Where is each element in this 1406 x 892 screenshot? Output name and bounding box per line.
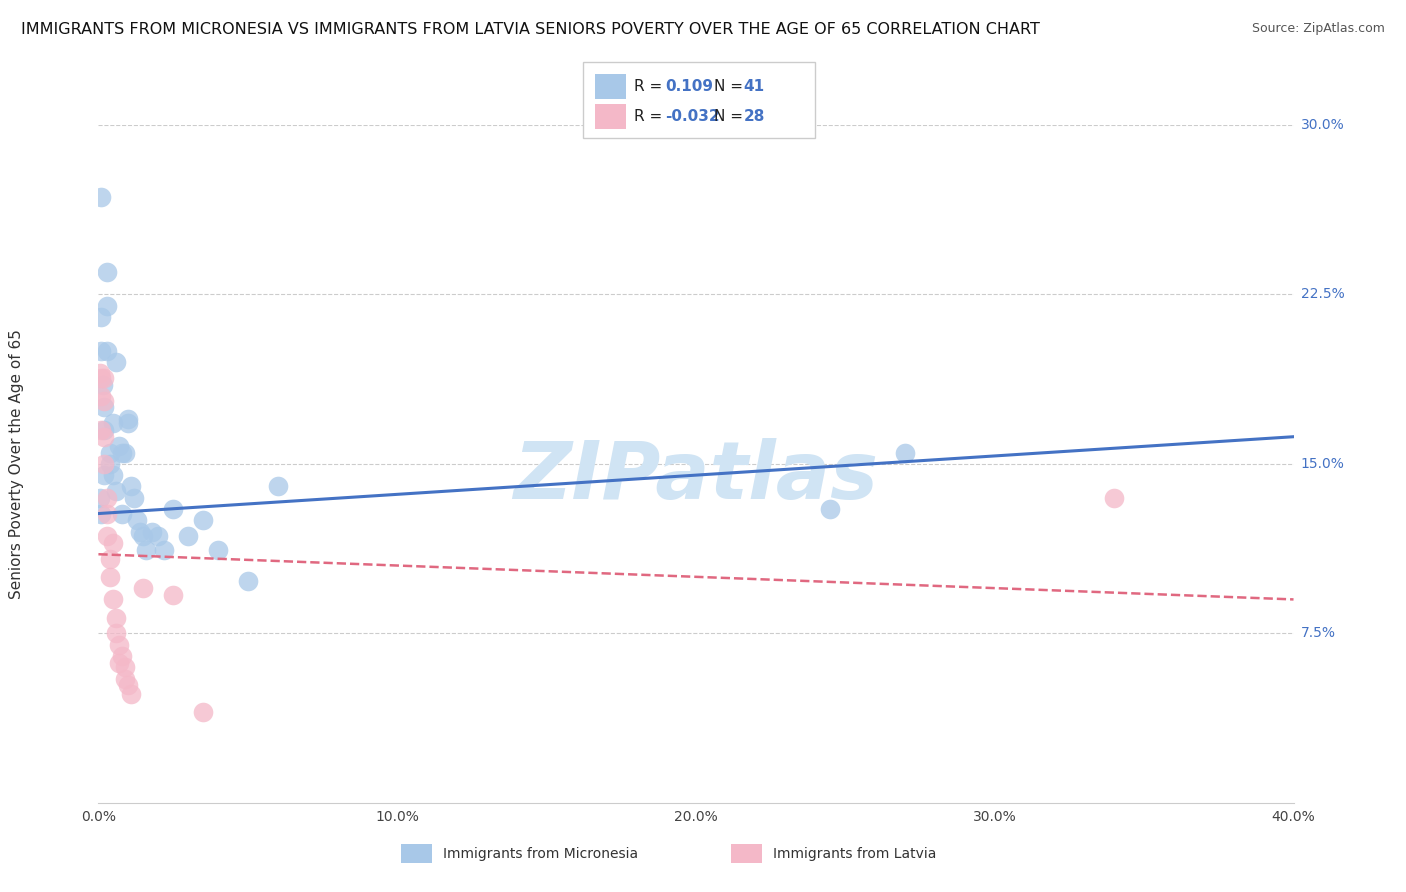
Point (129, 524, 152, 539)
Text: N =: N = (714, 110, 744, 124)
Point (117, 411, 139, 425)
Point (177, 529, 200, 543)
Point (111, 445, 134, 459)
Text: 15.0%: 15.0% (1301, 457, 1344, 471)
Point (103, 536, 125, 550)
Text: -0.032: -0.032 (665, 110, 720, 124)
Point (236, 574, 259, 589)
Point (1104, 491, 1126, 505)
Text: N =: N = (714, 79, 744, 94)
Point (207, 542, 229, 557)
Point (127, 513, 149, 527)
Point (96, 529, 118, 543)
Point (90, 190, 112, 204)
Point (132, 581, 155, 595)
Point (96, 343, 118, 358)
Point (141, 524, 163, 539)
Point (114, 672, 136, 686)
Point (89, 367, 111, 381)
Point (93, 423, 115, 437)
Point (91, 377, 114, 392)
Point (96, 507, 118, 521)
Point (114, 445, 136, 459)
Point (108, 656, 131, 670)
Text: 30.0%: 30.0% (1301, 118, 1344, 132)
Point (93, 430, 115, 444)
Point (267, 479, 290, 493)
Text: R =: R = (634, 79, 662, 94)
Point (103, 416, 125, 430)
Point (98, 445, 122, 459)
Point (93, 401, 115, 415)
Point (153, 542, 176, 557)
Text: ZIPatlas: ZIPatlas (513, 438, 879, 516)
Text: 41: 41 (744, 79, 765, 94)
Point (108, 638, 131, 652)
Point (90, 389, 112, 403)
Point (114, 660, 136, 674)
Point (96, 299, 118, 313)
Text: Immigrants from Micronesia: Immigrants from Micronesia (443, 847, 638, 861)
Point (98, 551, 122, 566)
Text: 7.5%: 7.5% (1301, 626, 1336, 640)
Point (96, 491, 118, 505)
Point (820, 502, 842, 516)
Point (894, 445, 917, 459)
Point (105, 610, 128, 624)
Point (162, 588, 184, 602)
Point (103, 468, 125, 483)
Point (105, 355, 128, 369)
Point (191, 706, 214, 720)
Point (96, 265, 118, 279)
Point (148, 529, 170, 543)
Text: Seniors Poverty Over the Age of 65: Seniors Poverty Over the Age of 65 (10, 329, 24, 599)
Point (124, 491, 146, 505)
Point (105, 483, 128, 498)
Text: Immigrants from Latvia: Immigrants from Latvia (773, 847, 936, 861)
Text: 28: 28 (744, 110, 765, 124)
Point (117, 678, 139, 692)
Point (132, 529, 155, 543)
Point (93, 468, 115, 483)
Point (108, 439, 131, 453)
Point (90, 423, 112, 437)
Point (120, 479, 142, 493)
Point (191, 513, 214, 527)
Point (98, 570, 122, 584)
Point (103, 592, 125, 607)
Text: R =: R = (634, 110, 662, 124)
Point (90, 371, 112, 385)
Point (135, 542, 157, 557)
Point (93, 457, 115, 471)
Point (98, 457, 122, 471)
Point (90, 343, 112, 358)
Point (162, 502, 184, 516)
Point (117, 416, 139, 430)
Point (111, 648, 134, 663)
Point (90, 507, 112, 521)
Point (93, 393, 115, 408)
Text: Source: ZipAtlas.com: Source: ZipAtlas.com (1251, 22, 1385, 36)
Point (111, 507, 134, 521)
Text: IMMIGRANTS FROM MICRONESIA VS IMMIGRANTS FROM LATVIA SENIORS POVERTY OVER THE AG: IMMIGRANTS FROM MICRONESIA VS IMMIGRANTS… (21, 22, 1040, 37)
Point (105, 626, 128, 640)
Point (120, 687, 142, 701)
Point (90, 310, 112, 324)
Text: 0.109: 0.109 (665, 79, 713, 94)
Point (93, 371, 115, 385)
Text: 22.5%: 22.5% (1301, 287, 1344, 301)
Point (89, 491, 111, 505)
